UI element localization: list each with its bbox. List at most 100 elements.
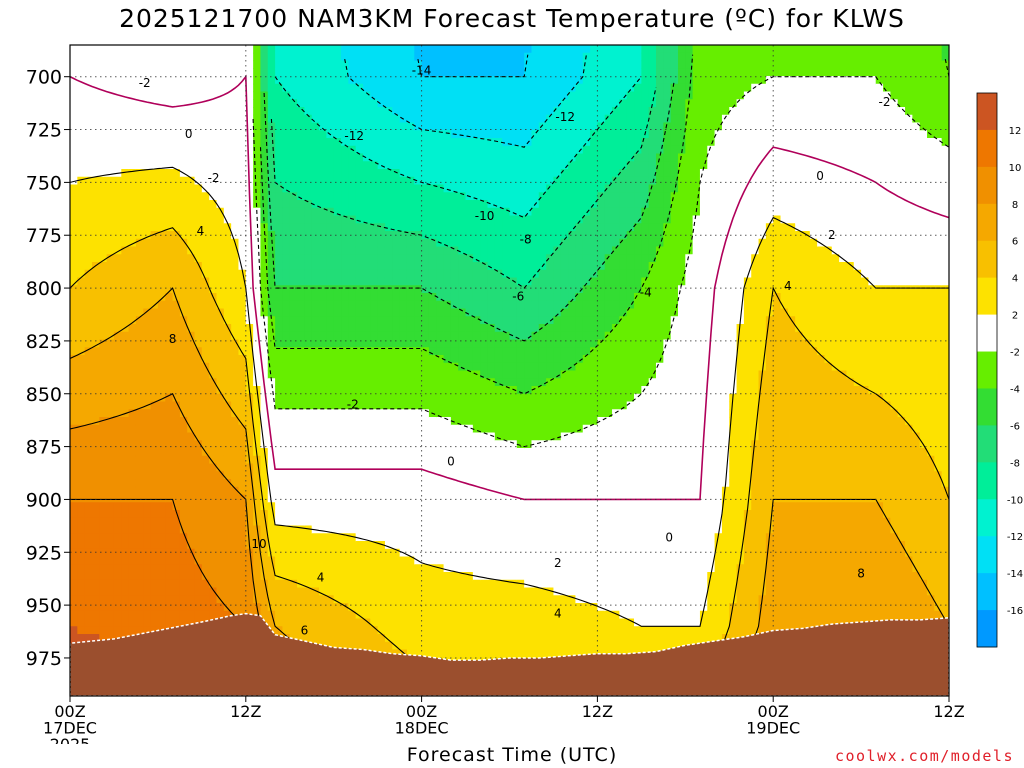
band-cell	[370, 556, 379, 565]
band-cell	[326, 541, 335, 550]
band-cell	[406, 432, 415, 441]
band-cell	[275, 448, 284, 457]
band-cell	[289, 424, 298, 434]
band-cell	[319, 424, 327, 434]
band-cell	[370, 192, 379, 201]
band-cell	[113, 68, 122, 77]
band-cell	[128, 572, 137, 581]
band-cell	[297, 626, 305, 635]
band-cell	[135, 362, 144, 372]
band-cell	[487, 417, 496, 426]
band-cell	[458, 386, 467, 395]
band-cell	[421, 114, 430, 124]
band-cell	[179, 409, 188, 418]
band-cell	[406, 331, 415, 341]
band-cell	[428, 572, 437, 581]
band-cell	[172, 107, 181, 116]
band-cell	[201, 153, 210, 162]
band-cell	[465, 494, 474, 503]
band-cell	[436, 479, 445, 488]
band-cell	[465, 409, 474, 418]
band-cell	[348, 192, 357, 201]
band-cell	[260, 587, 269, 596]
band-cell	[406, 246, 415, 255]
band-cell	[165, 184, 174, 193]
band-cell	[436, 83, 445, 93]
band-cell	[194, 417, 203, 426]
band-cell	[91, 432, 100, 441]
band-cell	[494, 153, 503, 162]
band-cell	[399, 355, 408, 364]
band-cell	[450, 76, 459, 85]
band-cell	[428, 60, 437, 69]
band-cell	[472, 455, 481, 465]
band-cell	[399, 45, 408, 54]
band-cell	[333, 510, 342, 519]
band-cell	[165, 455, 174, 465]
band-cell	[289, 324, 298, 333]
band-cell	[355, 246, 364, 255]
band-cell	[414, 161, 423, 170]
band-cell	[487, 269, 496, 279]
band-cell	[231, 324, 240, 333]
band-cell	[99, 192, 108, 201]
band-cell	[106, 479, 115, 488]
band-cell	[319, 517, 327, 527]
band-cell	[179, 339, 188, 348]
band-cell	[406, 378, 415, 387]
band-cell	[326, 378, 335, 387]
band-cell	[201, 556, 210, 565]
band-cell	[187, 184, 196, 193]
band-cell	[487, 308, 496, 317]
band-cell	[179, 176, 188, 186]
band-cell	[135, 223, 144, 232]
band-cell	[231, 91, 240, 100]
band-cell	[480, 285, 489, 294]
band-cell	[216, 579, 225, 589]
band-cell	[165, 618, 174, 627]
band-cell	[99, 145, 108, 155]
band-cell	[348, 548, 357, 558]
band-cell	[480, 60, 489, 69]
band-cell	[494, 572, 503, 581]
band-cell	[165, 99, 174, 108]
band-cell	[223, 68, 232, 77]
band-cell	[245, 138, 254, 147]
band-cell	[238, 417, 247, 426]
band-cell	[106, 308, 115, 317]
band-cell	[355, 331, 364, 341]
band-cell	[245, 45, 254, 54]
band-cell	[370, 138, 379, 147]
band-cell	[84, 262, 93, 271]
band-cell	[135, 579, 144, 589]
band-cell	[157, 138, 166, 147]
band-cell	[84, 525, 93, 534]
band-cell	[216, 107, 225, 116]
band-cell	[480, 634, 489, 643]
band-cell	[311, 153, 320, 162]
band-cell	[128, 502, 137, 511]
band-cell	[157, 68, 166, 77]
band-cell	[157, 107, 166, 116]
band-cell	[216, 533, 225, 542]
band-cell	[223, 355, 232, 364]
band-cell	[91, 223, 100, 232]
band-cell	[187, 324, 196, 333]
band-cell	[326, 603, 335, 612]
band-cell	[187, 76, 196, 85]
band-cell	[377, 52, 386, 62]
band-cell	[450, 316, 459, 325]
band-cell	[494, 355, 503, 364]
band-cell	[414, 145, 423, 155]
band-cell	[465, 161, 474, 170]
band-cell	[143, 339, 152, 348]
band-cell	[428, 626, 437, 635]
band-cell	[363, 176, 371, 186]
band-cell	[209, 533, 218, 542]
band-cell	[157, 548, 166, 558]
band-cell	[443, 579, 452, 589]
band-cell	[289, 370, 298, 379]
band-cell	[275, 285, 284, 294]
band-cell	[443, 448, 452, 457]
band-cell	[238, 595, 247, 604]
